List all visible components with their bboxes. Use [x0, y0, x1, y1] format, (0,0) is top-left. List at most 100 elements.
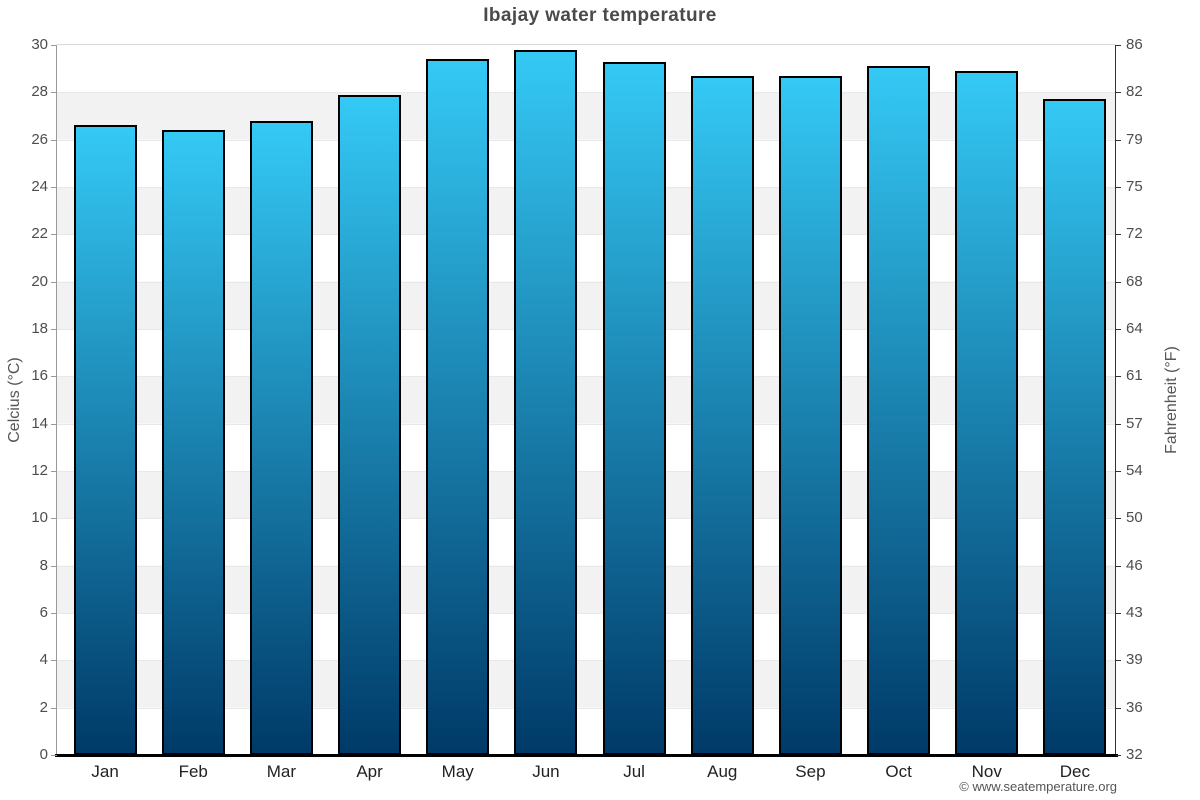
y-tick-label-fahrenheit: 36	[1126, 698, 1143, 716]
y-tick-left	[51, 281, 57, 283]
bar-jul	[602, 61, 666, 755]
copyright-text: © www.seatemperature.org	[959, 779, 1117, 794]
gridline	[57, 281, 1115, 283]
y-axis-left-line	[56, 45, 57, 755]
y-tick-left	[51, 45, 57, 46]
y-tick-left	[51, 376, 57, 378]
x-tick-label-jul: Jul	[623, 762, 645, 781]
y-tick-label-celsius: 20	[31, 272, 48, 290]
y-tick-right	[1116, 471, 1121, 472]
y-tick-label-celsius: 30	[31, 36, 48, 53]
y-tick-right	[1116, 281, 1121, 283]
bar-jun	[514, 49, 578, 755]
bar-aug	[690, 75, 754, 755]
x-tick-label-mar: Mar	[266, 762, 297, 781]
y-tick-label-fahrenheit: 43	[1126, 604, 1143, 621]
y-tick-label-fahrenheit: 50	[1126, 509, 1143, 527]
gridline	[57, 518, 1115, 520]
y-tick-label-fahrenheit: 79	[1126, 130, 1143, 148]
y-tick-label-fahrenheit: 64	[1126, 320, 1143, 337]
gridline	[57, 92, 1115, 94]
y-tick-left	[51, 471, 57, 472]
gridline	[57, 565, 1115, 567]
y-tick-left	[51, 92, 57, 94]
y-axis-right-line	[1115, 45, 1116, 755]
y-tick-left	[51, 707, 57, 709]
chart-title: Ibajay water temperature	[483, 5, 717, 26]
y-tick-label-celsius: 2	[39, 698, 48, 716]
x-tick-label-feb: Feb	[178, 762, 208, 781]
x-tick-label-dec: Dec	[1059, 762, 1091, 781]
y-tick-label-fahrenheit: 86	[1126, 36, 1143, 53]
y-tick-label-celsius: 4	[39, 651, 48, 669]
gridline	[57, 613, 1115, 614]
bar-oct	[867, 66, 931, 755]
y-tick-right	[1116, 376, 1121, 378]
y-tick-label-celsius: 8	[39, 556, 48, 574]
bar-sep	[778, 75, 842, 755]
bar-jan	[73, 125, 137, 755]
y-axis-title-celsius: Celcius (°C)	[6, 357, 23, 443]
x-tick-label-apr: Apr	[356, 762, 383, 781]
x-tick-label-sep: Sep	[795, 762, 826, 781]
y-tick-left	[51, 613, 57, 614]
gridline	[57, 187, 1115, 188]
y-tick-left	[51, 139, 57, 141]
y-tick-label-celsius: 24	[31, 178, 48, 195]
y-tick-right	[1116, 755, 1121, 756]
y-tick-left	[51, 329, 57, 330]
x-tick-label-nov: Nov	[971, 762, 1002, 781]
y-tick-right	[1116, 518, 1121, 520]
y-tick-label-fahrenheit: 61	[1126, 367, 1143, 385]
x-tick-label-oct: Oct	[885, 762, 912, 781]
gridline	[57, 376, 1115, 378]
gridline	[57, 234, 1115, 236]
y-tick-left	[51, 518, 57, 520]
y-tick-label-fahrenheit: 57	[1126, 414, 1143, 432]
bar-may	[426, 59, 490, 755]
y-tick-left	[51, 423, 57, 425]
x-tick-label-aug: Aug	[707, 762, 738, 781]
y-tick-label-fahrenheit: 39	[1126, 651, 1143, 669]
y-tick-label-celsius: 0	[39, 746, 48, 763]
x-tick-label-jun: Jun	[532, 762, 560, 781]
gridline	[57, 660, 1115, 662]
y-tick-label-celsius: 10	[31, 509, 48, 527]
y-tick-label-fahrenheit: 68	[1126, 272, 1143, 290]
y-tick-left	[51, 660, 57, 662]
y-tick-right	[1116, 187, 1121, 188]
y-axis-title-fahrenheit: Fahrenheit (°F)	[1163, 346, 1180, 454]
y-tick-label-fahrenheit: 46	[1126, 556, 1143, 574]
gridline	[57, 471, 1115, 472]
y-tick-label-fahrenheit: 32	[1126, 746, 1143, 763]
y-tick-right	[1116, 329, 1121, 330]
bar-mar	[249, 120, 313, 755]
gridline	[57, 707, 1115, 709]
x-axis-line	[55, 754, 1118, 757]
y-tick-label-celsius: 18	[31, 320, 48, 337]
y-tick-left	[51, 234, 57, 236]
y-tick-label-fahrenheit: 82	[1126, 83, 1143, 101]
y-tick-label-fahrenheit: 72	[1126, 225, 1143, 243]
y-tick-left	[51, 755, 57, 756]
bar-apr	[338, 94, 402, 755]
y-tick-right	[1116, 423, 1121, 425]
y-tick-right	[1116, 45, 1121, 46]
y-tick-right	[1116, 613, 1121, 614]
y-tick-right	[1116, 565, 1121, 567]
x-tick-label-jan: Jan	[91, 762, 119, 781]
plot-area	[57, 45, 1115, 755]
y-tick-label-fahrenheit: 75	[1126, 178, 1143, 195]
y-tick-right	[1116, 92, 1121, 94]
y-tick-right	[1116, 660, 1121, 662]
y-tick-left	[51, 187, 57, 188]
plot-top-border	[57, 44, 1115, 45]
x-tick-label-may: May	[441, 762, 474, 781]
gridline	[57, 139, 1115, 141]
y-tick-label-celsius: 12	[31, 462, 48, 479]
bar-nov	[955, 71, 1019, 755]
bar-feb	[161, 130, 225, 755]
y-tick-right	[1116, 139, 1121, 141]
y-tick-left	[51, 565, 57, 567]
